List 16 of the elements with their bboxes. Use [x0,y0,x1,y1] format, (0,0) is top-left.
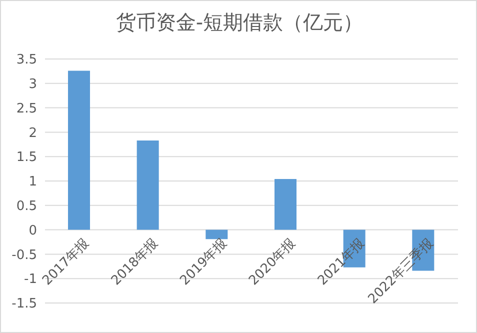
y-tick-label: -0.5 [12,248,37,263]
bar [274,179,296,230]
y-tick-label: 1.5 [16,150,37,166]
y-tick-label: 3 [28,77,37,92]
y-tick-label: 3.5 [16,52,37,68]
y-tick-label: 2.5 [16,101,37,116]
y-tick-label: 0.5 [16,199,37,214]
bar [206,230,228,240]
bar [68,70,90,230]
bar [136,140,159,230]
y-tick-label: 1 [28,174,37,190]
y-tick-label: 0 [28,223,37,238]
y-tick-label: -1.5 [12,296,37,312]
chart-title: 货币资金-短期借款（亿元） [114,9,364,36]
y-tick-label: -1 [24,272,37,288]
y-tick-label: 2 [28,126,37,141]
